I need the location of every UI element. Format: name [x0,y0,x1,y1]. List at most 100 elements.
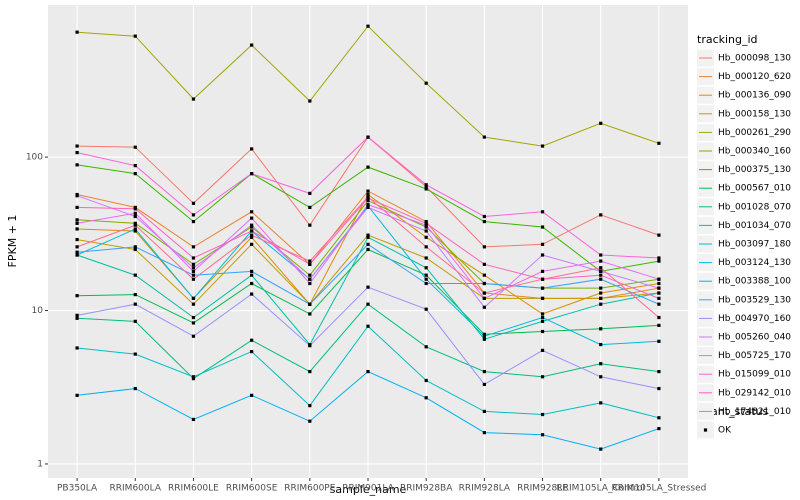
data-point [308,191,312,195]
data-point [657,277,661,281]
data-point [366,285,370,289]
x-tick-label: RRIM928LA [459,484,511,494]
y-tick-label: 100 [26,153,43,163]
data-point [482,219,486,224]
data-point [250,269,254,273]
data-point [133,211,137,215]
data-point [191,302,196,306]
legend-label: Hb_003124_130 [718,258,791,268]
data-point [133,229,137,233]
data-point [599,291,603,295]
data-point [250,393,254,397]
data-point [250,147,254,151]
data-point [191,417,196,422]
data-point [657,302,661,306]
legend-label: OK [718,426,732,436]
legend-label: Hb_004970_160 [718,314,791,324]
data-point [133,352,137,356]
data-point [424,266,428,270]
data-point [657,339,661,343]
data-point [191,262,196,266]
data-point [308,369,312,374]
data-point [133,247,137,252]
data-point [424,273,428,277]
data-point [133,207,137,211]
data-point [308,223,312,227]
x-tick-label: RRIM901LA [342,484,394,494]
legend-label: Hb_005260_040 [718,333,791,343]
data-point [482,262,486,266]
data-point [191,219,196,224]
legend-label: Hb_000120_620 [718,72,791,82]
data-point [250,210,254,214]
data-point [250,172,254,176]
data-point [191,375,196,379]
data-point [424,81,428,85]
legend-label: Hb_005725_170 [718,351,791,361]
data-point [424,277,428,281]
data-point [482,245,486,249]
data-point [133,292,137,297]
legend-shape [703,428,708,432]
data-point [657,315,661,320]
data-point [133,164,137,168]
data-point [191,273,196,277]
data-point [191,266,196,270]
data-point [191,296,196,300]
data-point [599,269,603,273]
data-point [540,319,545,323]
legend-label: Hb_003388_100 [718,277,791,287]
data-point [540,329,545,334]
data-point [75,144,79,148]
data-point [540,312,545,316]
data-point [250,273,254,277]
data-point [540,296,545,300]
data-point [424,307,428,311]
data-point [599,277,603,281]
legend-label: Hb_000567_010 [718,184,791,194]
legend-label: Hb_000375_130 [718,165,791,175]
data-point [191,245,196,249]
legend-label: Hb_001028_070 [718,202,791,212]
data-point [424,256,428,260]
data-point [424,281,428,286]
data-point [599,266,603,270]
data-point [540,315,545,320]
data-point [540,433,545,437]
data-point [424,378,428,383]
data-point [191,334,196,338]
data-point [599,327,603,331]
data-point [424,396,428,400]
data-point [366,233,370,237]
data-point [75,163,79,167]
data-point [366,195,370,199]
data-point [250,229,254,233]
x-tick-label: RRIM928BA [400,484,453,494]
data-point [75,393,79,397]
data-point [482,334,486,338]
data-point [308,259,312,263]
data-point [424,235,428,239]
x-tick-label: RRIM928LE [517,484,568,494]
data-point [191,377,196,381]
data-point [599,401,603,405]
x-tick-label: RRIM600SE [226,484,278,494]
data-point [250,235,254,239]
data-point [424,345,428,349]
data-point [599,253,603,257]
data-point [133,145,137,149]
data-point [482,369,486,374]
data-point [75,253,79,257]
legend-label: Hb_000098_130 [718,54,791,64]
data-point [133,227,137,231]
data-point [599,296,603,300]
data-point [250,281,254,286]
y-axis-title: FPKM + 1 [6,215,19,268]
data-point [75,245,79,249]
shape-legend-title: quant_status [697,405,769,418]
data-point [133,214,137,219]
data-point [424,219,428,224]
legend-label: Hb_174821_010 [718,407,791,417]
data-point [133,172,137,176]
